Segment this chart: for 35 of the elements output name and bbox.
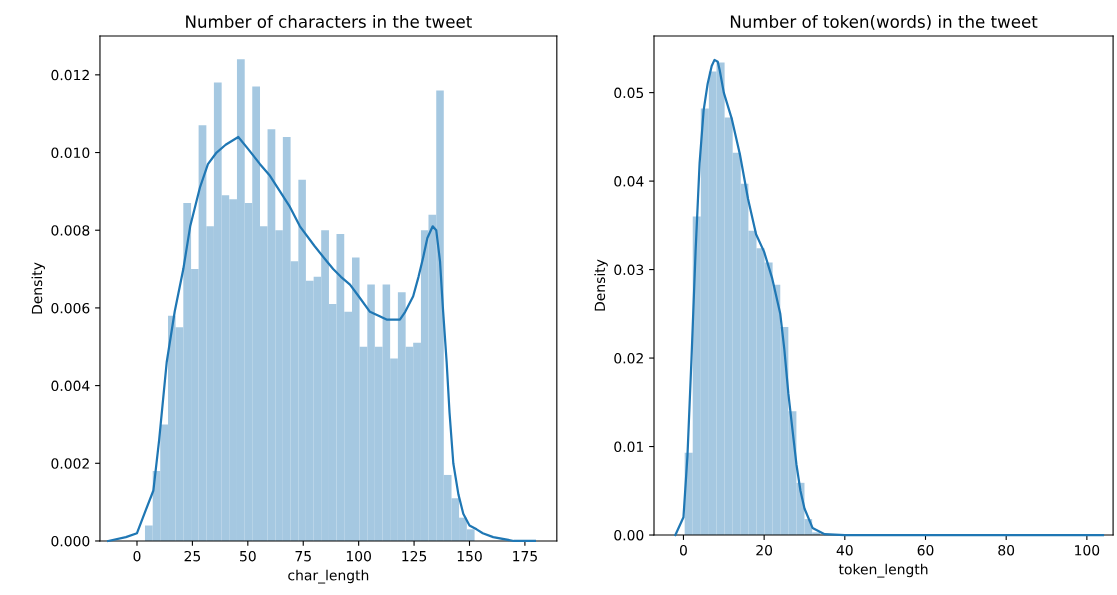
x-tick-label: 80: [998, 544, 1015, 556]
y-tick-label: 0.000: [51, 535, 90, 547]
y-axis-title: Density: [31, 262, 45, 314]
x-axis-title: token_length: [838, 563, 928, 578]
x-tick-label: 0: [679, 544, 687, 556]
chart-title: Number of token(words) in the tweet: [730, 15, 1038, 30]
x-tick-label: 25: [184, 550, 201, 562]
x-tick-label: 20: [756, 544, 773, 556]
y-tick-label: 0.006: [51, 302, 90, 314]
x-axis-title: char_length: [288, 569, 369, 584]
x-tick-label: 100: [1075, 544, 1100, 556]
y-tick-label: 0.04: [614, 176, 644, 187]
x-tick-label: 40: [836, 544, 853, 556]
y-axis-title: Density: [594, 259, 608, 311]
x-tick-label: 125: [402, 550, 427, 562]
line-series: [107, 135, 536, 543]
y-tick-label: 0.00: [614, 529, 644, 541]
y-tick-label: 0.004: [51, 380, 90, 392]
y-tick-label: 0.008: [51, 225, 90, 236]
x-tick-label: 100: [346, 550, 371, 562]
y-tick-label: 0.010: [51, 147, 90, 158]
x-tick-label: 150: [457, 550, 482, 562]
y-tick-label: 0.002: [51, 458, 89, 469]
chart-title: Number of characters in the tweet: [186, 15, 472, 28]
y-tick-label: 0.03: [614, 264, 644, 276]
y-tick-label: 0.05: [614, 87, 644, 99]
y-tick-label: 0.012: [51, 69, 89, 81]
y-tick-label: 0.02: [614, 353, 643, 364]
line-series: [674, 58, 1105, 537]
x-tick-label: 175: [513, 551, 537, 562]
y-tick-label: 0.01: [614, 441, 643, 453]
x-tick-label: 0: [133, 550, 141, 562]
x-tick-label: 75: [295, 551, 311, 562]
x-tick-label: 60: [917, 544, 934, 556]
x-tick-label: 50: [240, 550, 256, 562]
